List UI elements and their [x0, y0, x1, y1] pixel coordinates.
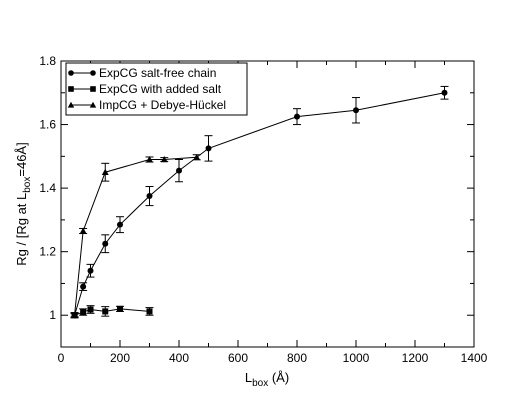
data-point — [80, 309, 87, 316]
x-tick-label: 600 — [228, 351, 248, 365]
legend-marker-right — [89, 101, 97, 108]
x-axis-label: Lbox (Å) — [245, 370, 289, 389]
data-point — [79, 227, 87, 234]
legend-marker-right — [90, 70, 96, 76]
data-point — [101, 168, 109, 175]
data-point — [80, 283, 87, 290]
series-layer — [70, 85, 449, 319]
x-tick-label: 0 — [58, 351, 65, 365]
x-tick-label: 1200 — [402, 351, 429, 365]
data-point — [146, 156, 153, 163]
y-axis-label-pre: Rg / [Rg at L — [14, 193, 29, 266]
x-axis-label-main: L — [245, 370, 252, 385]
data-point — [87, 306, 94, 313]
data-point — [441, 89, 448, 96]
data-point — [294, 113, 300, 120]
y-axis-label: Rg / [Rg at Lbox=46Å] — [14, 142, 33, 265]
legend-box — [65, 62, 248, 116]
series-line — [74, 156, 197, 316]
y-tick-label: 1.8 — [39, 54, 56, 68]
y-tick-label: 1.2 — [39, 245, 56, 259]
y-tick-label: 1.6 — [39, 118, 56, 132]
data-point — [71, 311, 79, 318]
series-triangle — [70, 153, 201, 318]
y-axis-label-post: =46Å] — [14, 142, 29, 176]
data-point — [193, 153, 201, 161]
legend-label-2: ImpCG + Debye-Hückel — [99, 98, 226, 112]
data-point — [102, 240, 109, 247]
data-point — [117, 221, 123, 228]
axis-ticks: 0 200 400 600 800 1000 1200 1400 1 1.2 1.4 1.6 1.8 — [39, 54, 487, 365]
legend-marker-right — [90, 86, 96, 92]
legend-label-0: ExpCG salt-free chain — [99, 66, 216, 80]
y-tick-label: 1 — [49, 308, 56, 322]
y-axis-label-sub: box — [22, 177, 33, 193]
data-point — [87, 267, 94, 274]
legend-marker-left — [68, 86, 74, 92]
data-point — [146, 308, 153, 315]
x-axis-label-sub: box — [252, 378, 268, 389]
data-point — [176, 167, 182, 174]
data-point — [353, 107, 359, 114]
legend-label-1: ExpCG with added salt — [99, 82, 222, 96]
data-point — [102, 308, 109, 315]
data-point — [205, 145, 212, 152]
x-tick-label: 800 — [287, 351, 307, 365]
x-tick-label: 1400 — [461, 351, 488, 365]
x-axis-label-suffix: (Å) — [268, 370, 289, 385]
legend-markers — [67, 70, 97, 108]
series-square — [70, 305, 154, 319]
legend-marker-left — [68, 70, 74, 76]
x-tick-label: 200 — [110, 351, 130, 365]
legend-marker-left — [67, 101, 75, 108]
data-point — [117, 305, 123, 312]
x-tick-label: 1000 — [343, 351, 370, 365]
y-tick-label: 1.4 — [39, 181, 56, 195]
series-line — [74, 92, 445, 316]
x-tick-label: 400 — [169, 351, 189, 365]
series-circle — [70, 85, 449, 319]
data-point — [160, 156, 168, 163]
legend: ExpCG salt-free chain ExpCG with added s… — [65, 62, 248, 116]
data-point — [146, 193, 153, 200]
